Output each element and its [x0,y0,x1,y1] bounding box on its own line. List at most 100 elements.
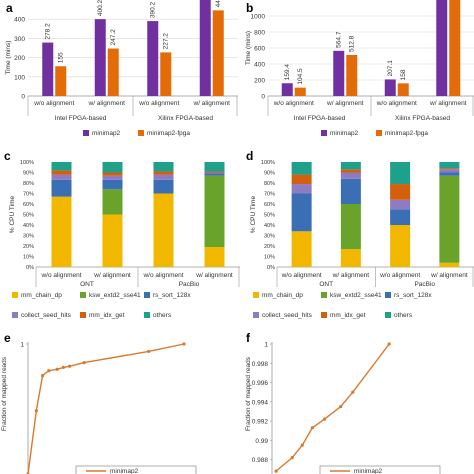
bar-minimap2-3 [199,0,211,96]
legend-swatch [385,312,391,318]
y-tick-label: 60% [264,202,275,208]
chart-c: 0% 10% 20% 30% 40% 50% 60% 70% 80% 90% 100% % CPU T… [9,160,240,319]
segment-others-1 [102,162,123,173]
category-label: w/ alignment [88,100,126,107]
y-tick-label: 0.994 [252,399,269,406]
segment-others-0 [51,162,72,171]
category-label: w/ alignment [326,100,364,107]
segment-ksw_extd2_sse41-1 [102,189,123,215]
bar-minimap2-fpga-0 [55,66,67,96]
bar-minimap2-fpga-3 [449,0,461,96]
data-label: 446 [215,0,222,7]
y-tick-label: 10% [23,255,34,261]
segment-mm_chain_dp-1 [102,214,123,267]
data-label: 564.7 [336,31,343,48]
segment-collect_seed_hits-1 [102,175,123,180]
y-tick-label: 90% [23,171,34,177]
segment-collect_seed_hits-2 [390,199,411,210]
y-tick-label: 300 [14,36,25,43]
data-point [40,373,45,378]
panel-letter-a: a [6,1,13,15]
bar-minimap2-1 [333,50,345,96]
segment-mm_idx_get-3 [439,168,460,170]
category-label: w/ alignment [193,100,231,107]
legend-label: rs_sort_128x [153,292,191,299]
legend-label: minimap2 [330,130,359,137]
legend-label: others [394,312,413,319]
segment-collect_seed_hits-0 [51,174,72,180]
y-tick-label: 70% [23,192,34,198]
y-tick-label: 10% [264,255,275,261]
y-tick-label: 200 [14,55,25,62]
segment-mm_chain_dp-3 [204,247,225,267]
segment-collect_seed_hits-1 [340,172,361,179]
legend-label: collect_seed_hits [21,312,72,319]
y-tick-label: 0 [261,94,265,101]
segment-rs_sort_128x-3 [204,173,225,176]
y-tick-label: 40% [264,223,275,229]
segment-rs_sort_128x-1 [102,179,123,190]
bar-minimap2-3 [436,0,448,96]
y-tick-label: 80% [23,181,34,187]
y-tick-label: 70% [264,192,275,198]
legend-box [319,465,441,474]
legend-swatch [12,312,18,318]
data-point [61,365,65,369]
y-tick-label: 0.99 [255,438,268,445]
legend-swatch [83,130,89,136]
data-point [147,349,151,354]
y-tick-label: 0.988 [252,457,269,464]
y-tick-label: 0% [26,265,34,271]
chart-a: 0 100 200 300 400 Time (mins) 278.2 155 w/o alig… [5,0,238,137]
bar-minimap2-0 [42,42,54,96]
y-axis-label: Time (mins) [5,41,12,75]
data-label: 104.5 [297,68,304,85]
data-point [387,342,391,346]
data-label: 159.4 [284,64,291,81]
legend-label: mm_chain_dp [262,292,303,299]
legend-label: collect_seed_hits [262,312,313,319]
legend-swatch [376,130,382,136]
segment-mm_idx_get-2 [153,171,174,175]
segment-collect_seed_hits-3 [204,172,225,174]
category-label: w/ alignment [93,272,131,279]
bar-minimap2-fpga-3 [212,10,224,97]
legend-swatch [385,292,391,298]
series-line-minimap2 [275,343,390,472]
y-tick-label: 100 [14,74,25,81]
group-label: Intel FPGA-based [55,115,107,122]
group-label: Xilinx FPGA-based [158,115,213,122]
data-point [351,390,355,394]
legend-label: mm_idx_get [89,312,125,319]
segment-mm_idx_get-2 [390,184,411,200]
group-label: ONT [80,281,94,288]
segment-mm_chain_dp-0 [291,231,312,267]
segment-mm_idx_get-0 [291,174,312,185]
category-label: w/o alignment [379,272,420,279]
data-label: 158 [400,69,407,80]
legend-label: ksw_extd2_sse41 [89,292,141,299]
category-label: w/o alignment [281,272,322,279]
bar-minimap2-fpga-2 [397,83,409,96]
segment-mm_idx_get-1 [102,172,123,176]
data-label: 155 [58,52,65,63]
legend-label: others [153,312,172,319]
y-tick-label: 800 [254,30,265,37]
legend-swatch [80,312,86,318]
legend-swatch [144,292,150,298]
y-tick-label: 30% [264,234,275,240]
segment-others-2 [390,162,411,185]
legend-label: minimap2-fpga [147,130,190,137]
legend-swatch [80,292,86,298]
bar-minimap2-1 [94,19,106,97]
y-axis-label: Time (mins) [245,31,252,65]
category-label: w/o alignment [138,100,179,107]
y-axis-label: Fraction of mapped reads [1,356,8,431]
segment-collect_seed_hits-3 [439,169,460,173]
segment-rs_sort_128x-2 [390,209,411,225]
y-tick-label: 1 [264,342,268,349]
segment-mm_idx_get-1 [340,169,361,173]
data-label: 400.2 [97,0,104,16]
series-line-minimap2 [27,343,185,474]
segment-mm_chain_dp-0 [51,196,72,267]
